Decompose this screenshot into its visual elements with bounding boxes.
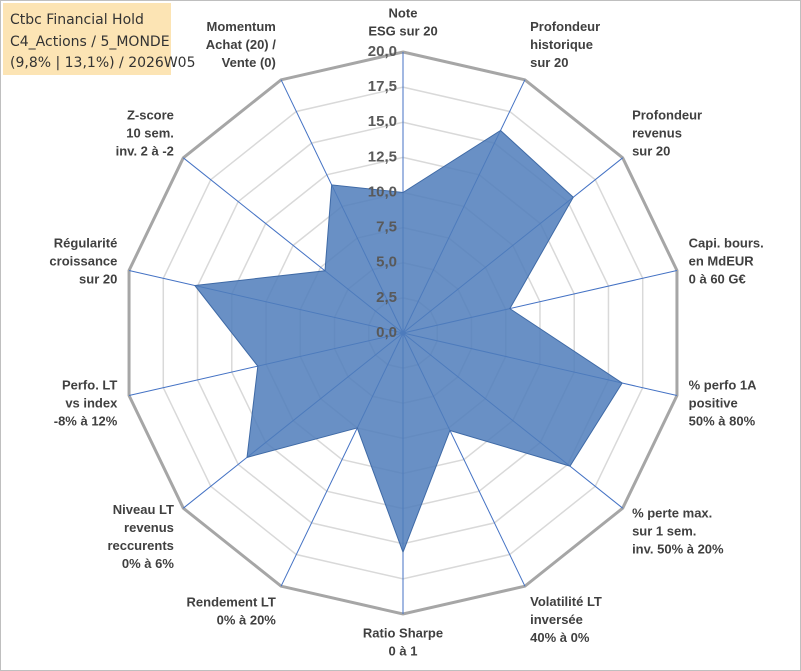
- category-label: revenus: [632, 126, 682, 141]
- category-label: inv. 2 à -2: [116, 144, 174, 159]
- category-label: Niveau LT: [113, 502, 174, 517]
- category-label: 50% à 80%: [689, 413, 756, 428]
- category-label: Volatilité LT: [530, 594, 602, 609]
- category-label: positive: [689, 395, 738, 410]
- category-label: sur 20: [79, 271, 117, 286]
- category-label: 0 à 1: [389, 643, 418, 658]
- marks: [193, 129, 623, 554]
- category-label: ESG sur 20: [368, 23, 437, 38]
- y-tick-label: 2,5: [376, 289, 397, 306]
- category-label: sur 20: [632, 144, 670, 159]
- y-tick-label: 17,5: [368, 78, 397, 95]
- category-label: % perte max.: [632, 505, 712, 520]
- category-label: Vente (0): [222, 55, 276, 70]
- category-label: inv. 50% à 20%: [632, 541, 724, 556]
- category-label: revenus: [124, 520, 174, 535]
- category-label: Perfo. LT: [62, 377, 117, 392]
- category-label: 10 sem.: [126, 126, 174, 141]
- chart-title: (9,8% | 13,1%) / 2026W05: [10, 55, 196, 71]
- category-label: 0% à 20%: [217, 613, 277, 628]
- category-label: 40% à 0%: [530, 630, 590, 645]
- category-label: Z-score: [127, 108, 174, 123]
- category-label: Régularité: [54, 235, 118, 250]
- y-tick-label: 7,5: [376, 219, 397, 236]
- category-label: inversée: [530, 612, 583, 627]
- category-label: Capi. bours.: [689, 235, 764, 250]
- radar-area: [193, 129, 623, 554]
- y-tick-label: 5,0: [376, 254, 397, 271]
- category-label: % perfo 1A: [689, 377, 758, 392]
- y-tick-label: 10,0: [368, 183, 397, 200]
- chart-title: C4_Actions / 5_MONDE: [10, 34, 170, 50]
- category-label: sur 20: [530, 55, 568, 70]
- category-label: Momentum: [207, 19, 276, 34]
- category-label: Note: [389, 5, 418, 20]
- category-label: Profondeur: [530, 19, 600, 34]
- category-label: en MdEUR: [689, 253, 755, 268]
- category-label: 0% à 6%: [122, 556, 174, 571]
- category-label: Ratio Sharpe: [363, 625, 443, 640]
- category-label: sur 1 sem.: [632, 523, 696, 538]
- y-tick-label: 15,0: [368, 113, 397, 130]
- y-tick-label: 20,0: [368, 43, 397, 60]
- category-label: Achat (20) /: [206, 37, 276, 52]
- category-label: croissance: [49, 253, 117, 268]
- y-tick-label: 0,0: [376, 324, 397, 341]
- category-label: 0 à 60 G€: [689, 271, 746, 286]
- y-tick-label: 12,5: [368, 148, 397, 165]
- category-label: reccurents: [107, 538, 173, 553]
- title-box: [3, 3, 171, 75]
- category-label: Rendement LT: [187, 595, 276, 610]
- category-label: -8% à 12%: [54, 413, 118, 428]
- labels: 0,0 2,5 5,0 7,5 10,0 12,5 15,0 17,5 20,0 Note ESG …: [49, 5, 763, 658]
- category-label: vs index: [65, 395, 118, 410]
- category-label: historique: [530, 37, 593, 52]
- category-label: Profondeur: [632, 108, 702, 123]
- chart-title: Ctbc Financial Hold: [10, 12, 144, 28]
